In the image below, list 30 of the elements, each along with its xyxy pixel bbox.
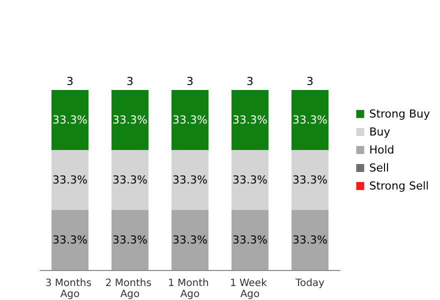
data-label: 33.3% [232, 174, 268, 186]
annotation: 3 [306, 75, 314, 88]
data-label: 33.3% [172, 114, 208, 126]
data-label: 33.3% [112, 174, 148, 186]
data-label: 33.3% [292, 174, 328, 186]
legend-label: Buy [369, 126, 391, 138]
annotation: 3 [186, 75, 194, 88]
legend-label: Sell [369, 162, 390, 174]
data-label: 33.3% [52, 114, 88, 126]
x-tick-label: 1 Month Ago [168, 278, 212, 300]
data-label: 33.3% [172, 174, 208, 186]
annotation: 3 [66, 75, 74, 88]
legend-label: Strong Buy [369, 108, 430, 120]
data-label: 33.3% [52, 174, 88, 186]
annotation: 3 [126, 75, 134, 88]
data-label: 33.3% [112, 234, 148, 246]
data-label: 33.3% [112, 114, 148, 126]
data-label: 33.3% [292, 114, 328, 126]
data-label: 33.3% [172, 234, 208, 246]
legend-label: Strong Sell [369, 180, 429, 192]
x-tick-label: 3 Months Ago [45, 278, 95, 300]
x-tick-label: 1 Week Ago [230, 278, 270, 300]
data-label: 33.3% [232, 234, 268, 246]
x-tick-label: 2 Months Ago [105, 278, 155, 300]
data-label: 33.3% [292, 234, 328, 246]
annotation: 3 [246, 75, 254, 88]
x-tick-label: Today [294, 278, 325, 289]
data-label: 33.3% [232, 114, 268, 126]
data-label: 33.3% [52, 234, 88, 246]
legend-label: Hold [369, 144, 394, 156]
